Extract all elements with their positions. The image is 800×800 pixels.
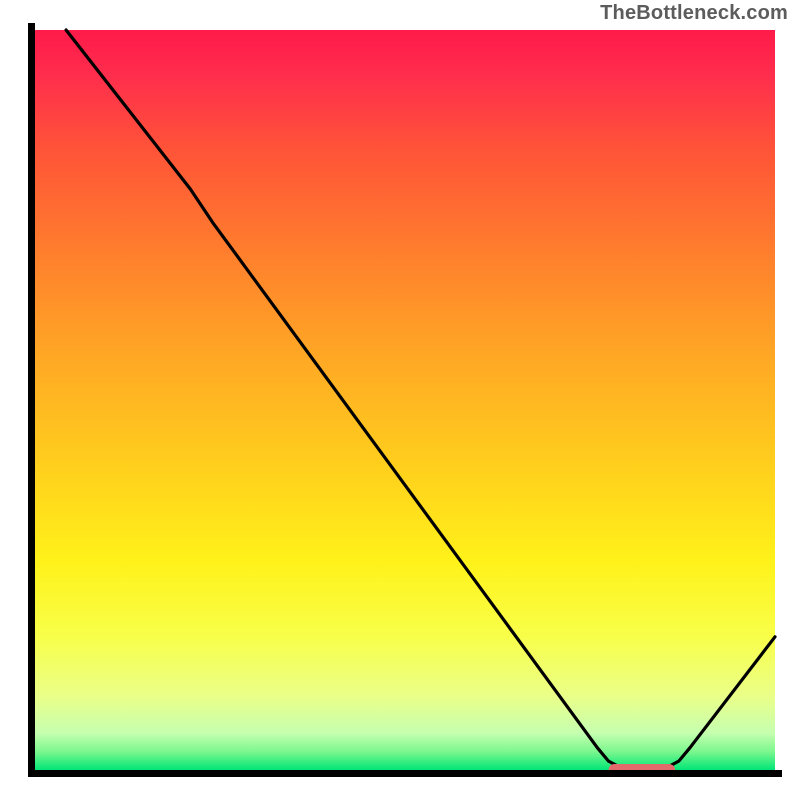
y-axis (28, 23, 35, 777)
plot-background (35, 30, 775, 770)
x-axis (28, 770, 782, 777)
bottleneck-chart (0, 0, 800, 800)
chart-container: TheBottleneck.com (0, 0, 800, 800)
